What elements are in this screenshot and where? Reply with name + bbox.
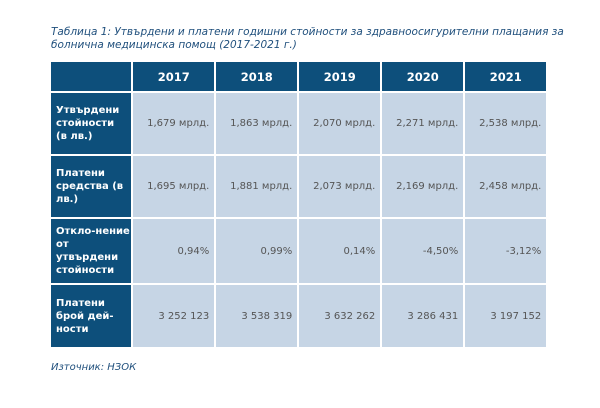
table-row: Утвърдени стойности (в лв.) 1,679 мрлд. … (51, 93, 547, 156)
header-row: 2017 2018 2019 2020 2021 (51, 62, 547, 93)
table-cell: 0,99% (216, 219, 298, 285)
table-cell: 3 197 152 (465, 285, 547, 349)
table-cell: 2,073 мрлд. (299, 156, 381, 219)
table-cell: -4,50% (382, 219, 464, 285)
source-note: Източник: НЗОК (51, 362, 137, 373)
table-row: Откло-нение от утвърдени стойности 0,94%… (51, 219, 547, 285)
row-header: Утвърдени стойности (в лв.) (51, 93, 132, 156)
year-header: 2020 (382, 62, 464, 93)
table-cell: 2,271 мрлд. (382, 93, 464, 156)
table-cell: 2,169 мрлд. (382, 156, 464, 219)
row-header: Платени средства (в лв.) (51, 156, 132, 219)
table-cell: 0,94% (133, 219, 215, 285)
table-cell: -3,12% (465, 219, 547, 285)
table-cell: 3 286 431 (382, 285, 464, 349)
year-header: 2018 (216, 62, 298, 93)
year-header: 2019 (299, 62, 381, 93)
table-cell: 2,538 млрд. (465, 93, 547, 156)
table-row: Платени брой дей-ности 3 252 123 3 538 3… (51, 285, 547, 349)
table-cell: 0,14% (299, 219, 381, 285)
table-cell: 3 252 123 (133, 285, 215, 349)
table-cell: 1,695 млрд. (133, 156, 215, 219)
year-header: 2017 (133, 62, 215, 93)
table-cell: 3 632 262 (299, 285, 381, 349)
data-table: 2017 2018 2019 2020 2021 Утвърдени стойн… (49, 62, 548, 349)
table-cell: 1,679 мрлд. (133, 93, 215, 156)
year-header: 2021 (465, 62, 547, 93)
table-cell: 3 538 319 (216, 285, 298, 349)
table-cell: 1,863 мрлд. (216, 93, 298, 156)
table-cell: 1,881 мрлд. (216, 156, 298, 219)
row-header: Откло-нение от утвърдени стойности (51, 219, 132, 285)
table-row: Платени средства (в лв.) 1,695 млрд. 1,8… (51, 156, 547, 219)
table-caption: Таблица 1: Утвърдени и платени годишни с… (51, 26, 564, 51)
corner-cell (51, 62, 132, 93)
row-header: Платени брой дей-ности (51, 285, 132, 349)
table-cell: 2,458 млрд. (465, 156, 547, 219)
table-cell: 2,070 мрлд. (299, 93, 381, 156)
